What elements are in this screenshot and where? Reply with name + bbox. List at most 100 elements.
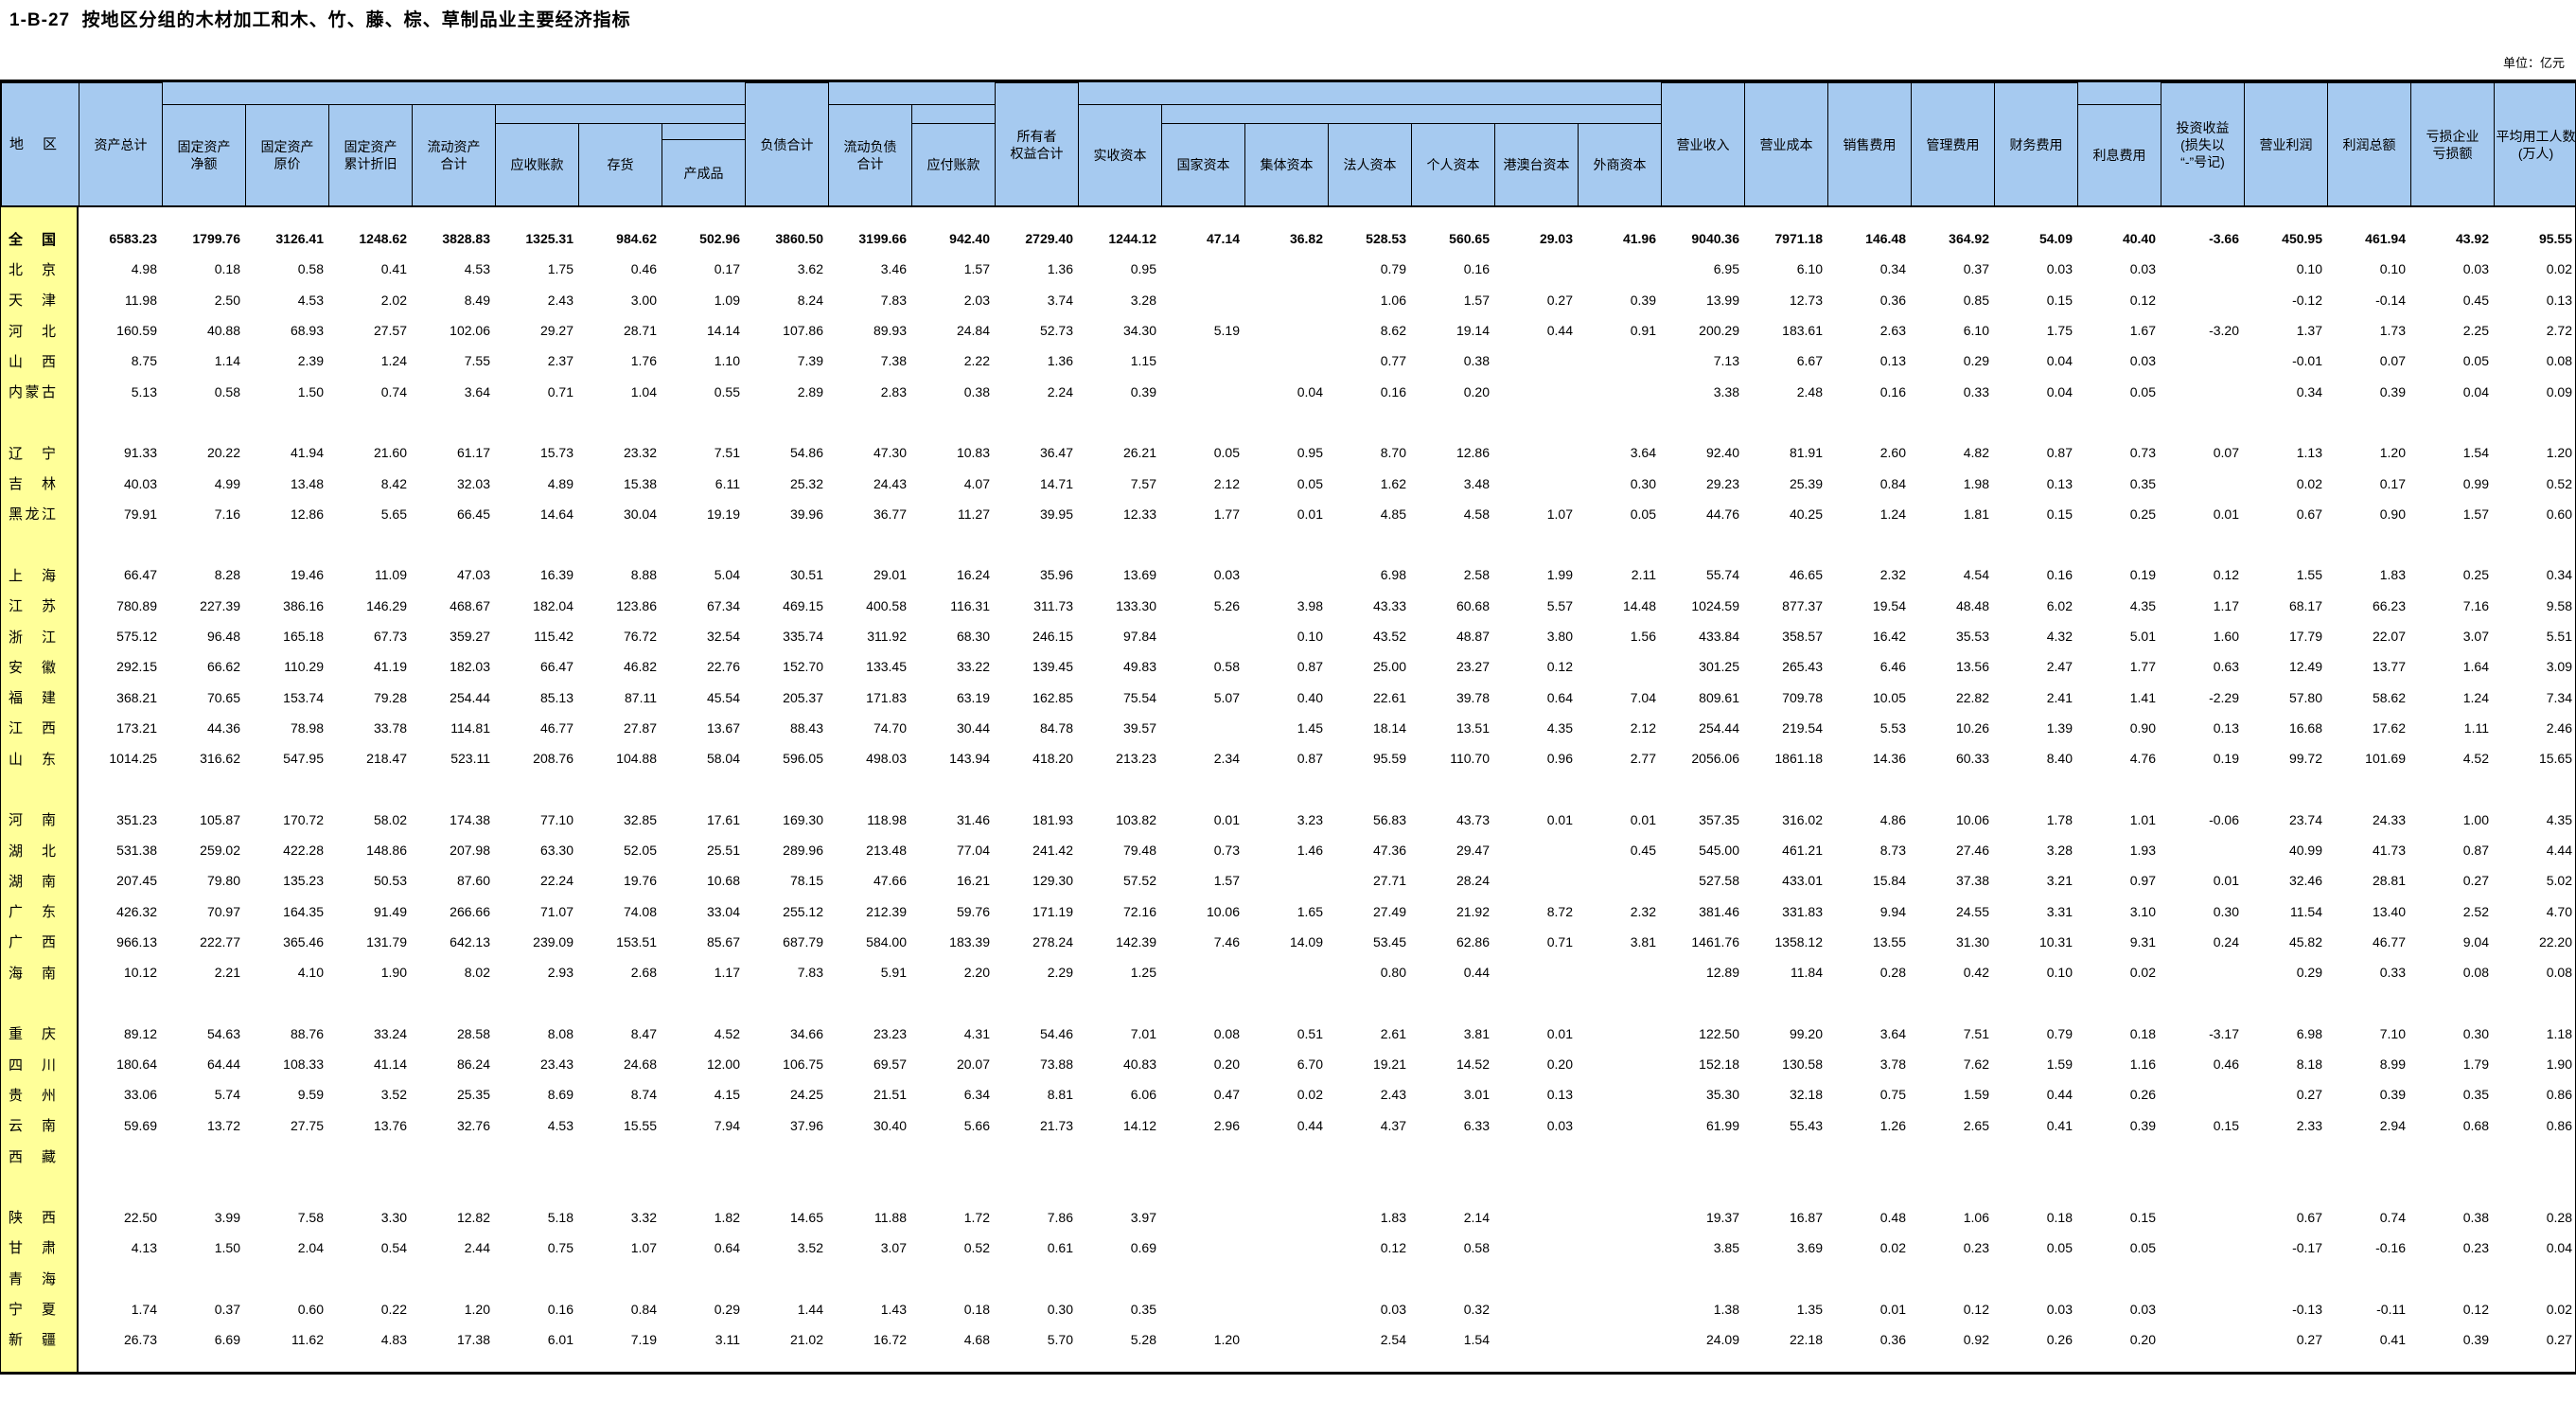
- value-cell: 34.66: [789, 1025, 823, 1041]
- value-cell: 13.48: [290, 475, 324, 491]
- value-cell: 79.91: [123, 506, 157, 522]
- value-cell: 422.28: [283, 843, 324, 859]
- value-cell: 0.44: [1546, 323, 1573, 339]
- region-label: 广西: [9, 932, 56, 951]
- value-cell: 1.90: [380, 965, 407, 981]
- region-label: 河南: [9, 809, 56, 829]
- value-cell: 468.67: [450, 597, 490, 613]
- value-cell: 0.08: [2546, 353, 2572, 369]
- value-cell: 0.01: [1546, 811, 1573, 827]
- value-cell: 0.26: [2129, 1087, 2156, 1103]
- header-group-rule: [662, 123, 746, 124]
- value-cell: 58.02: [373, 811, 407, 827]
- value-cell: 73.88: [1039, 1056, 1073, 1073]
- value-cell: 0.40: [1297, 689, 1323, 705]
- value-cell: 107.86: [783, 323, 823, 339]
- value-cell: 1.83: [2379, 567, 2406, 583]
- value-cell: 5.13: [131, 383, 157, 399]
- region-label: 上海: [9, 565, 56, 585]
- value-cell: 97.84: [1122, 629, 1156, 644]
- column-header-1: 固定资产 净额: [162, 104, 246, 205]
- value-cell: 1.55: [2296, 567, 2322, 583]
- value-cell: 6.70: [1297, 1056, 1323, 1073]
- value-cell: 28.81: [2372, 873, 2406, 889]
- value-cell: 292.15: [116, 659, 157, 675]
- value-cell: 74.08: [623, 903, 657, 919]
- value-cell: 74.70: [873, 719, 907, 736]
- value-cell: 2.44: [464, 1239, 490, 1255]
- table-row: 全国 6583.23 1799.76 3126.41 1248.62 3828.83 132…: [1, 223, 2575, 254]
- value-cell: 123.86: [616, 597, 657, 613]
- value-cell: 59.76: [956, 903, 990, 919]
- value-cell: 207.98: [450, 843, 490, 859]
- value-cell: 1.25: [1130, 965, 1156, 981]
- column-header-5: 应收账款: [495, 123, 579, 205]
- value-cell: 70.97: [206, 903, 240, 919]
- value-cell: 0.03: [2462, 261, 2489, 277]
- value-cell: 7.58: [297, 1209, 324, 1225]
- region-cell: 甘肃: [1, 1233, 79, 1263]
- value-cell: 24.09: [1705, 1331, 1739, 1347]
- value-cell: 386.16: [283, 597, 324, 613]
- value-cell: 3.97: [1130, 1209, 1156, 1225]
- value-cell: 0.92: [1963, 1331, 1989, 1347]
- value-cell: 3.30: [380, 1209, 407, 1225]
- value-cell: 0.28: [2546, 1209, 2572, 1225]
- region-cell: 吉林: [1, 468, 79, 498]
- value-cell: 9040.36: [1691, 231, 1739, 247]
- value-cell: 7.10: [2379, 1025, 2406, 1041]
- value-cell: 7.94: [714, 1117, 740, 1133]
- value-cell: 0.15: [2046, 292, 2073, 308]
- value-cell: 99.72: [2288, 751, 2322, 767]
- column-header-19: 营业收入: [1661, 82, 1745, 205]
- value-cell: 15.84: [1872, 873, 1906, 889]
- value-cell: 4.10: [297, 965, 324, 981]
- region-label-char: 林: [41, 476, 56, 493]
- value-cell: 43.92: [2455, 231, 2489, 247]
- value-cell: 55.74: [1705, 567, 1739, 583]
- value-cell: 1.06: [1963, 1209, 1989, 1225]
- region-cell: 河南: [1, 805, 79, 835]
- value-cell: 0.16: [1879, 383, 1906, 399]
- value-cell: 164.35: [283, 903, 324, 919]
- region-label: 江苏: [9, 595, 56, 615]
- value-cell: 14.36: [1872, 751, 1906, 767]
- region-label: 青海: [9, 1269, 56, 1288]
- value-cell: 0.74: [2379, 1209, 2406, 1225]
- value-cell: 31.46: [956, 811, 990, 827]
- value-cell: 254.44: [450, 689, 490, 705]
- value-cell: 0.96: [1546, 751, 1573, 767]
- value-cell: 0.30: [1630, 475, 1656, 491]
- value-cell: 5.74: [214, 1087, 240, 1103]
- value-cell: 1.73: [2379, 323, 2406, 339]
- value-cell: 5.07: [1213, 689, 1240, 705]
- value-cell: 0.25: [2462, 567, 2489, 583]
- value-cell: 50.53: [373, 873, 407, 889]
- value-cell: 0.97: [2129, 873, 2156, 889]
- value-cell: 7.51: [1963, 1025, 1989, 1041]
- value-cell: 0.44: [2046, 1087, 2073, 1103]
- value-cell: 4.52: [714, 1025, 740, 1041]
- value-cell: 0.09: [2546, 383, 2572, 399]
- value-cell: 1.67: [2129, 323, 2156, 339]
- value-cell: 86.24: [456, 1056, 490, 1073]
- value-cell: 7.16: [214, 506, 240, 522]
- value-cell: 152.18: [1699, 1056, 1739, 1073]
- value-cell: 15.73: [539, 445, 573, 461]
- value-cell: 0.12: [2213, 567, 2239, 583]
- column-header-0: 资产总计: [79, 82, 163, 205]
- value-cell: 1358.12: [1774, 933, 1823, 949]
- value-cell: 19.14: [1456, 323, 1490, 339]
- value-cell: 139.45: [1032, 659, 1073, 675]
- value-cell: 545.00: [1699, 843, 1739, 859]
- value-cell: 12.89: [1705, 965, 1739, 981]
- value-cell: 1.72: [963, 1209, 990, 1225]
- value-cell: 0.87: [1297, 659, 1323, 675]
- value-cell: 523.11: [450, 751, 490, 767]
- value-cell: 6.02: [2046, 597, 2073, 613]
- region-cell: 辽宁: [1, 437, 79, 468]
- value-cell: 2.14: [1463, 1209, 1490, 1225]
- value-cell: 28.71: [623, 323, 657, 339]
- value-cell: 2.11: [1631, 567, 1656, 583]
- value-cell: 0.12: [1963, 1301, 1989, 1317]
